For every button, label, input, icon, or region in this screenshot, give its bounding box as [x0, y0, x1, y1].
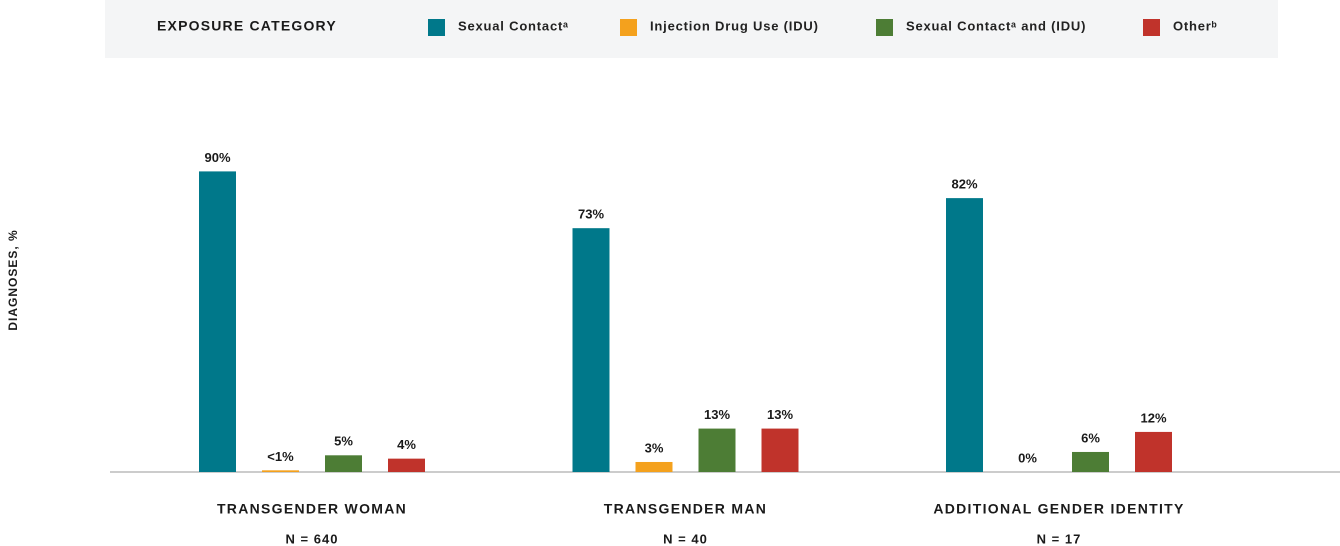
category-note: N = 640 [286, 531, 339, 546]
value-label: 82% [951, 177, 977, 192]
legend-label: Sexual Contactᵃ [458, 18, 569, 33]
legend-label: Injection Drug Use (IDU) [650, 18, 819, 33]
legend-swatch [620, 19, 637, 36]
bar [946, 198, 983, 472]
bar [1072, 451, 1109, 472]
value-label: <1% [267, 449, 294, 464]
legend-swatch [876, 19, 893, 36]
value-label: 6% [1081, 430, 1100, 445]
bar [199, 171, 236, 472]
x-tick-label: TRANSGENDER MAN [604, 501, 767, 517]
bar [572, 228, 610, 472]
category-note: N = 40 [663, 531, 708, 546]
legend-swatch [1143, 19, 1160, 36]
bar [325, 455, 362, 472]
value-label: 3% [645, 440, 664, 455]
bar [1135, 431, 1172, 472]
value-label: 12% [1140, 410, 1166, 425]
bar [698, 428, 736, 472]
value-label: 13% [704, 407, 730, 422]
x-tick-label: TRANSGENDER WOMAN [217, 501, 407, 517]
x-tick-label: ADDITIONAL GENDER IDENTITY [933, 501, 1184, 517]
bar [262, 470, 299, 472]
value-label: 73% [578, 207, 604, 222]
legend-swatch [428, 19, 445, 36]
y-axis-label: DIAGNOSES, % [6, 229, 20, 330]
legend-title: EXPOSURE CATEGORY [157, 18, 337, 34]
category-note: N = 17 [1037, 531, 1082, 546]
bar [635, 461, 673, 472]
value-label: 13% [767, 407, 793, 422]
legend-label: Otherᵇ [1173, 18, 1218, 33]
value-label: 4% [397, 437, 416, 452]
bar [761, 428, 799, 472]
legend-background [105, 0, 1278, 58]
value-label: 90% [204, 150, 230, 165]
value-label: 0% [1018, 450, 1037, 465]
bar [388, 458, 425, 472]
value-label: 5% [334, 434, 353, 449]
legend-label: Sexual Contactᵃ and (IDU) [906, 18, 1086, 33]
